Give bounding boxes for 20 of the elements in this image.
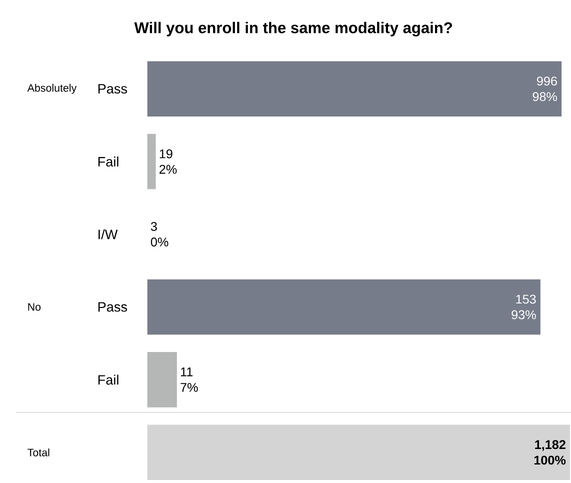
data-label: 19 2%: [160, 149, 177, 174]
bar: [147, 134, 156, 190]
text: Absolutely: [27, 84, 77, 94]
y-tick-label: I/W: [98, 229, 118, 240]
data-label: 3 0%: [150, 222, 168, 247]
chart-title: Will you enroll in the same modality again?: [134, 22, 452, 36]
bar: [147, 61, 562, 116]
data-label: 1,182 100%: [534, 440, 566, 465]
bar: [147, 279, 540, 335]
text: No: [28, 303, 41, 311]
y-tick-label: Fail: [98, 156, 118, 167]
text: Total: [28, 448, 50, 456]
data-label: 11 7%: [180, 368, 198, 392]
y-tick-label: Fail: [98, 374, 118, 385]
data-label: 996 98%: [532, 76, 558, 102]
y-tick-label: Pass: [98, 84, 128, 94]
y-tick-label: Pass: [98, 302, 128, 312]
bar: [147, 424, 570, 480]
data-label: 153 93%: [512, 294, 536, 320]
bar: [147, 352, 177, 408]
